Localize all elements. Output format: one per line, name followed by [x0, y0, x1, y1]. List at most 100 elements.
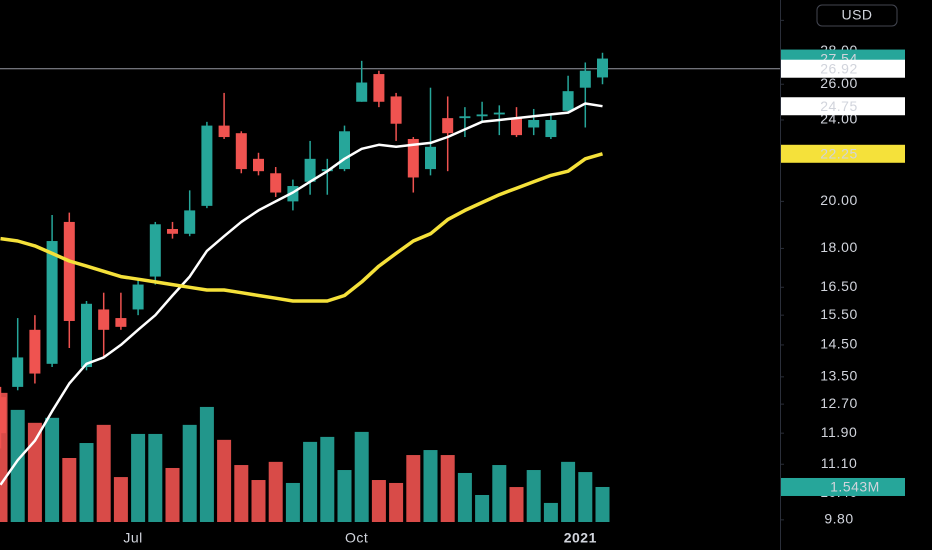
candle-body	[201, 125, 213, 206]
candle-body	[29, 329, 41, 374]
volume-bar	[45, 417, 60, 522]
volume-bar	[62, 457, 77, 522]
volume-tag-label: 1.543M	[830, 479, 880, 495]
y-tick-label: 26.00	[820, 75, 858, 91]
volume-bar	[406, 455, 421, 522]
plot-area	[0, 52, 780, 522]
y-tick-label: 11.10	[821, 455, 858, 471]
y-tick-label: 13.50	[820, 368, 858, 384]
volume-bar	[354, 431, 369, 522]
price-tag-label: 22.25	[820, 145, 858, 161]
candle-body	[476, 114, 488, 117]
volume-bar	[423, 450, 438, 522]
volume-bar	[337, 470, 352, 522]
candle-body	[184, 210, 196, 234]
y-tick-label: 18.00	[820, 239, 858, 255]
candle-body	[98, 309, 110, 330]
x-tick-label: 2021	[564, 530, 597, 546]
candle-body	[407, 138, 419, 178]
price-tag	[781, 59, 905, 78]
volume-bar	[526, 470, 541, 522]
volume-bar	[303, 441, 318, 522]
volume-bar	[217, 439, 232, 522]
volume-bar	[131, 433, 146, 522]
candle-body	[132, 284, 144, 310]
volume-bar	[595, 486, 610, 522]
volume-tag	[781, 477, 905, 496]
candle-body	[373, 74, 385, 102]
candle-body	[0, 397, 6, 434]
candle-body	[579, 70, 591, 88]
price-tag-label: 24.75	[820, 98, 858, 114]
candle-body	[270, 173, 282, 193]
candle-body	[167, 229, 178, 234]
volume-bar	[320, 436, 335, 522]
volume-bar	[199, 406, 214, 522]
price-axis: 9.8010.4011.1011.9012.7013.5014.5015.501…	[780, 11, 905, 527]
candle-body	[442, 118, 454, 134]
volume-bar	[96, 424, 111, 522]
price-tag	[781, 97, 905, 116]
price-tag-label: 26.92	[820, 60, 858, 76]
candle-body	[46, 241, 58, 364]
candle-body	[253, 158, 264, 172]
volume-bar	[182, 424, 197, 522]
volume-bar	[79, 443, 94, 522]
candle-body	[597, 58, 608, 78]
candle-body	[115, 318, 127, 327]
currency-button[interactable]	[816, 4, 898, 27]
x-tick-label: Jul	[123, 530, 142, 546]
volume-bar	[27, 422, 42, 522]
candle-body	[81, 303, 92, 368]
candle-body	[149, 224, 161, 277]
volume-bar	[371, 480, 386, 522]
candle-body	[12, 357, 24, 387]
volume-bar	[285, 482, 300, 522]
y-tick-label: 16.50	[820, 278, 858, 294]
y-tick-label: 14.50	[820, 336, 858, 352]
moving-average	[0, 102, 603, 486]
y-tick-label: 15.50	[820, 306, 858, 322]
y-tick-label: 20.00	[820, 192, 858, 208]
candle-body	[235, 133, 247, 170]
candle-body	[493, 112, 505, 115]
candle-body	[425, 146, 436, 170]
volume-bar	[578, 472, 593, 522]
candle-body	[459, 116, 471, 119]
volume-bar	[268, 461, 283, 522]
y-tick-label: 12.70	[820, 395, 858, 411]
price-tag	[781, 144, 905, 163]
candle-body	[545, 119, 557, 138]
volume-bar	[0, 392, 8, 522]
volume-bar	[165, 467, 180, 522]
y-tick-label: 9.80	[824, 511, 853, 527]
volume-bar	[509, 487, 524, 522]
candle-body	[511, 118, 522, 136]
candle-body	[562, 91, 574, 111]
volume-bar	[475, 494, 490, 522]
candle-body	[218, 125, 230, 138]
volume-bar	[457, 472, 472, 522]
candle-body	[63, 221, 75, 321]
y-tick-label: 11.90	[821, 424, 858, 440]
volume-bar	[389, 482, 404, 522]
candle-body	[339, 131, 350, 170]
currency-label[interactable]: USD	[841, 7, 872, 23]
volume-bar	[543, 502, 558, 522]
volume-bar	[10, 409, 25, 522]
x-tick-label: Oct	[345, 530, 368, 546]
volume-bar	[440, 455, 455, 522]
candle-body	[390, 96, 402, 124]
candle-body	[356, 82, 368, 102]
volume-bar	[561, 461, 576, 522]
volume-bar	[148, 433, 163, 522]
volume-bar	[251, 480, 266, 522]
candle-body	[528, 119, 540, 128]
moving-average	[0, 152, 603, 303]
volume-bar	[113, 477, 128, 522]
volume-bar	[492, 465, 507, 522]
volume-bar	[234, 465, 249, 522]
candle-body	[304, 158, 316, 182]
